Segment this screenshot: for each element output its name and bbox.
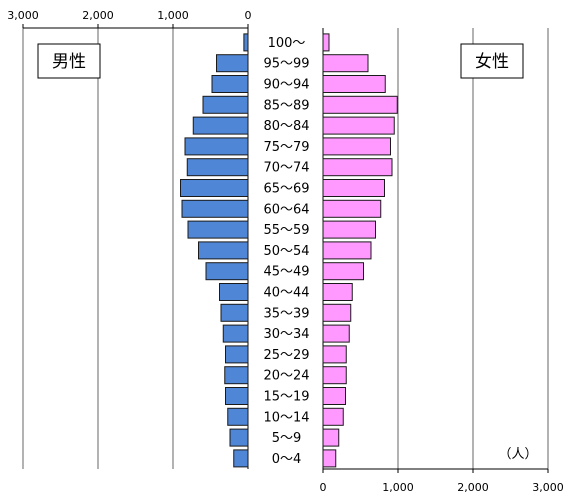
bar-female [322, 54, 369, 73]
gridlines [22, 28, 549, 469]
age-category-label: 55～59 [263, 223, 309, 238]
tick-label-bottom: 3,000 [532, 481, 564, 494]
bar-male [180, 179, 249, 197]
tick-label-top: 1,000 [157, 9, 189, 22]
bars [180, 33, 398, 468]
age-category-label: 0～4 [272, 452, 302, 467]
bar-female [322, 116, 395, 135]
age-category-label: 35～39 [263, 306, 309, 321]
tick-label-top: 3,000 [7, 9, 39, 22]
age-category-label: 15～19 [263, 390, 309, 405]
bar-female [322, 179, 385, 197]
legend-female: 女性 [460, 43, 524, 79]
unit-label: （人） [498, 447, 537, 462]
age-category-label: 60～64 [263, 202, 309, 217]
age-category-label: 65～69 [263, 182, 309, 197]
legend-female-box [460, 43, 524, 79]
bar-male [229, 428, 249, 447]
bar-male [181, 199, 249, 218]
bar-male [225, 345, 249, 364]
age-category-label: 80～84 [263, 119, 309, 134]
bar-female [322, 241, 372, 260]
bar-female [322, 303, 352, 322]
bar-male [198, 241, 249, 260]
age-category-label: 75～79 [263, 140, 309, 155]
bar-female [322, 158, 393, 177]
legend-female-label: 女性 [475, 52, 509, 72]
legend-male-box [37, 43, 101, 79]
tick-label-top: 0 [245, 9, 252, 22]
age-category-label: 95～99 [263, 57, 309, 72]
age-category-label: 20～24 [263, 369, 309, 384]
age-category-label: 50～54 [263, 244, 309, 259]
legend-male: 男性 [37, 43, 101, 79]
age-category-label: 85～89 [263, 98, 309, 113]
bar-male [227, 407, 249, 426]
bar-female [322, 220, 376, 239]
age-category-label: 90～94 [263, 78, 309, 93]
age-category-label: 5～9 [272, 431, 302, 446]
age-category-label: 10～14 [263, 410, 309, 425]
bar-male [220, 303, 249, 322]
bar-male [224, 366, 249, 385]
bar-female [322, 95, 398, 114]
bar-male [216, 54, 249, 73]
tick-label-bottom: 0 [320, 481, 327, 494]
bar-female [322, 449, 337, 468]
bar-male [205, 262, 249, 281]
bar-male [222, 324, 249, 343]
bar-male [211, 75, 249, 93]
age-category-label: 40～44 [263, 286, 309, 301]
bar-male [225, 387, 249, 405]
bar-male [233, 449, 249, 468]
bar-female [322, 345, 347, 364]
bar-male [243, 33, 249, 52]
bar-female [322, 428, 340, 447]
tick-label-bottom: 1,000 [382, 481, 414, 494]
bar-male [184, 137, 249, 156]
tick-label-bottom: 2,000 [457, 481, 489, 494]
bar-male [192, 116, 249, 135]
age-category-label: 70～74 [263, 161, 309, 176]
bar-female [322, 137, 391, 156]
bar-male [186, 158, 249, 177]
bar-female [322, 262, 364, 281]
bar-female [322, 33, 330, 52]
bar-male [187, 220, 249, 239]
labels: 3,000 2,000 1,000 0 0 1,000 2,000 3,000 100～ 95～9… [7, 9, 564, 494]
age-category-label: 45～49 [263, 265, 309, 280]
age-category-label: 100～ [268, 36, 306, 51]
bar-male [202, 95, 249, 114]
bar-female [322, 283, 353, 301]
age-category-label: 30～34 [263, 327, 309, 342]
bar-female [322, 387, 346, 405]
bar-female [322, 366, 347, 385]
legend-male-label: 男性 [52, 52, 86, 72]
bar-female [322, 407, 344, 426]
bar-female [322, 324, 350, 343]
bar-male [219, 283, 249, 301]
bar-female [322, 75, 386, 93]
tick-label-top: 2,000 [82, 9, 114, 22]
bar-female [322, 199, 382, 218]
age-category-label: 25～29 [263, 348, 309, 363]
